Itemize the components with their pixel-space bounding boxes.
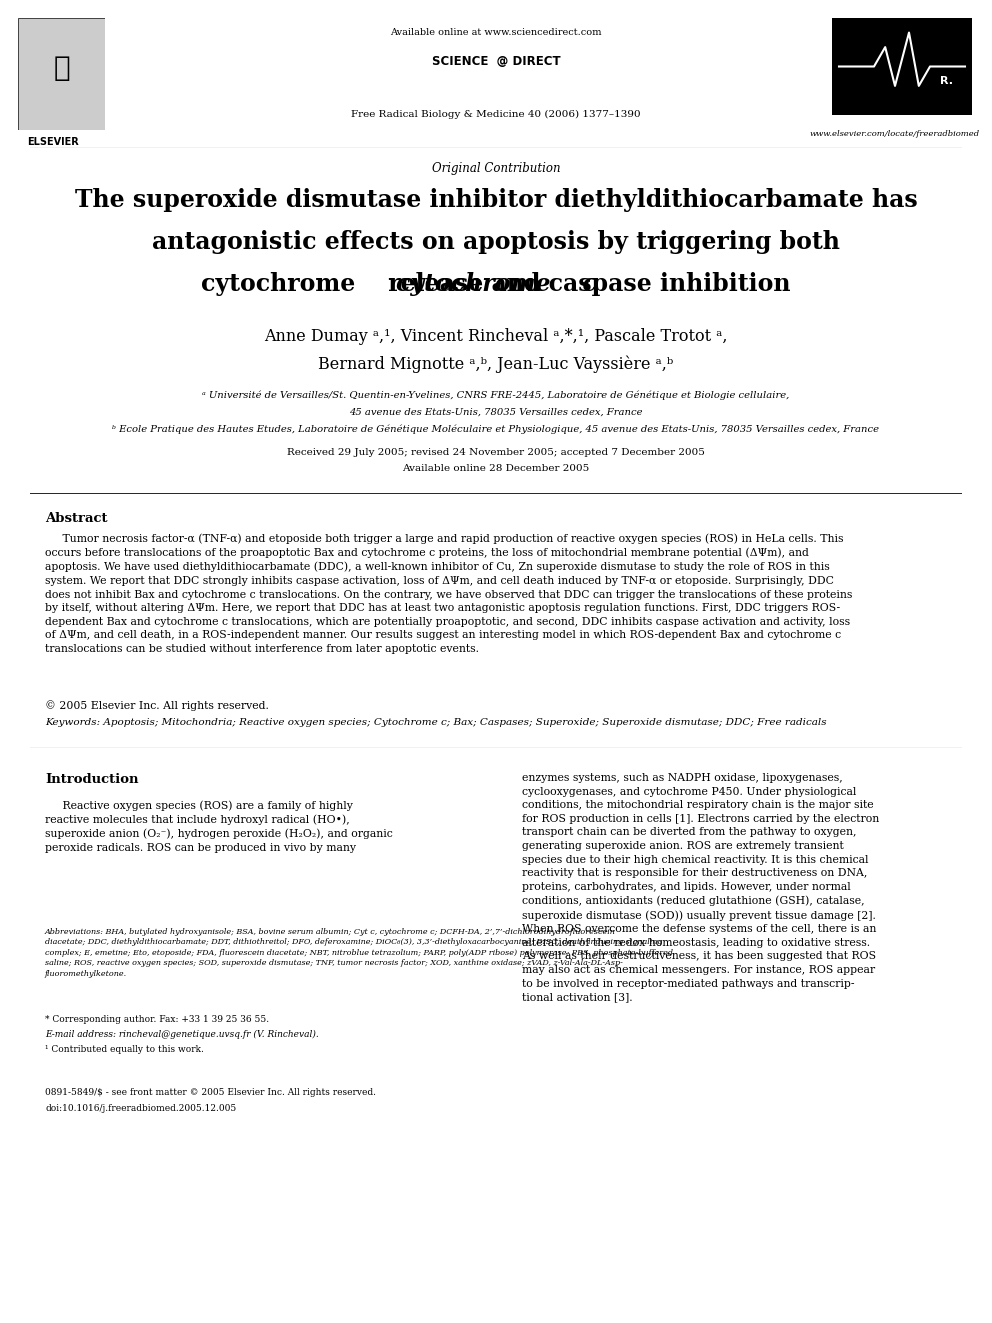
FancyBboxPatch shape [832, 19, 972, 115]
Text: 45 avenue des Etats-Unis, 78035 Versailles cedex, France: 45 avenue des Etats-Unis, 78035 Versaill… [349, 407, 643, 417]
Text: Tumor necrosis factor-α (TNF-α) and etoposide both trigger a large and rapid pro: Tumor necrosis factor-α (TNF-α) and etop… [45, 533, 852, 654]
Text: antagonistic effects on apoptosis by triggering both: antagonistic effects on apoptosis by tri… [152, 230, 840, 254]
Text: Reactive oxygen species (ROS) are a family of highly
reactive molecules that inc: Reactive oxygen species (ROS) are a fami… [45, 800, 393, 853]
Text: 🌲: 🌲 [54, 54, 69, 82]
Text: 0891-5849/$ - see front matter © 2005 Elsevier Inc. All rights reserved.: 0891-5849/$ - see front matter © 2005 El… [45, 1088, 376, 1097]
Text: Available online 28 December 2005: Available online 28 December 2005 [403, 464, 589, 474]
Text: © 2005 Elsevier Inc. All rights reserved.: © 2005 Elsevier Inc. All rights reserved… [45, 700, 269, 710]
Text: Available online at www.sciencedirect.com: Available online at www.sciencedirect.co… [390, 28, 602, 37]
Text: SCIENCE  @ DIRECT: SCIENCE @ DIRECT [432, 56, 560, 67]
Text: Free Radical Biology & Medicine 40 (2006) 1377–1390: Free Radical Biology & Medicine 40 (2006… [351, 110, 641, 119]
Text: ᵃ Université de Versailles/St. Quentin-en-Yvelines, CNRS FRE-2445, Laboratoire d: ᵃ Université de Versailles/St. Quentin-e… [202, 390, 790, 400]
Text: R.: R. [940, 75, 953, 86]
Text: enzymes systems, such as NADPH oxidase, lipoxygenases,
cyclooxygenases, and cyto: enzymes systems, such as NADPH oxidase, … [522, 773, 879, 1003]
Text: The superoxide dismutase inhibitor diethyldithiocarbamate has: The superoxide dismutase inhibitor dieth… [74, 188, 918, 212]
Text: Abstract: Abstract [45, 512, 107, 525]
Text: E-mail address: rincheval@genetique.uvsq.fr (V. Rincheval).: E-mail address: rincheval@genetique.uvsq… [45, 1031, 318, 1039]
Text: Keywords: Apoptosis; Mitochondria; Reactive oxygen species; Cytochrome c; Bax; C: Keywords: Apoptosis; Mitochondria; React… [45, 718, 826, 728]
Text: Original Contribution: Original Contribution [432, 161, 560, 175]
Text: doi:10.1016/j.freeradbiomed.2005.12.005: doi:10.1016/j.freeradbiomed.2005.12.005 [45, 1103, 236, 1113]
Text: ¹ Contributed equally to this work.: ¹ Contributed equally to this work. [45, 1045, 204, 1054]
Text: Abbreviations: BHA, butylated hydroxyanisole; BSA, bovine serum albumin; Cyt c, : Abbreviations: BHA, butylated hydroxyani… [45, 927, 673, 978]
Text: www.elsevier.com/locate/freeradbiomed: www.elsevier.com/locate/freeradbiomed [809, 130, 980, 138]
Text: Introduction: Introduction [45, 773, 139, 786]
Text: ELSEVIER: ELSEVIER [27, 138, 79, 147]
Text: Bernard Mignotte ᵃ,ᵇ, Jean-Luc Vayssière ᵃ,ᵇ: Bernard Mignotte ᵃ,ᵇ, Jean-Luc Vayssière… [318, 356, 674, 373]
Text: ᵇ Ecole Pratique des Hautes Etudes, Laboratoire de Génétique Moléculaire et Phys: ᵇ Ecole Pratique des Hautes Etudes, Labo… [112, 423, 880, 434]
Text: Received 29 July 2005; revised 24 November 2005; accepted 7 December 2005: Received 29 July 2005; revised 24 Novemb… [287, 448, 705, 456]
Text: cytochrome      c: cytochrome c [396, 273, 596, 296]
Text: Anne Dumay ᵃ,¹, Vincent Rincheval ᵃ,*,¹, Pascale Trotot ᵃ,: Anne Dumay ᵃ,¹, Vincent Rincheval ᵃ,*,¹,… [264, 328, 728, 345]
Text: cytochrome    release and caspase inhibition: cytochrome release and caspase inhibitio… [201, 273, 791, 296]
Text: * Corresponding author. Fax: +33 1 39 25 36 55.: * Corresponding author. Fax: +33 1 39 25… [45, 1015, 269, 1024]
FancyBboxPatch shape [18, 19, 105, 130]
